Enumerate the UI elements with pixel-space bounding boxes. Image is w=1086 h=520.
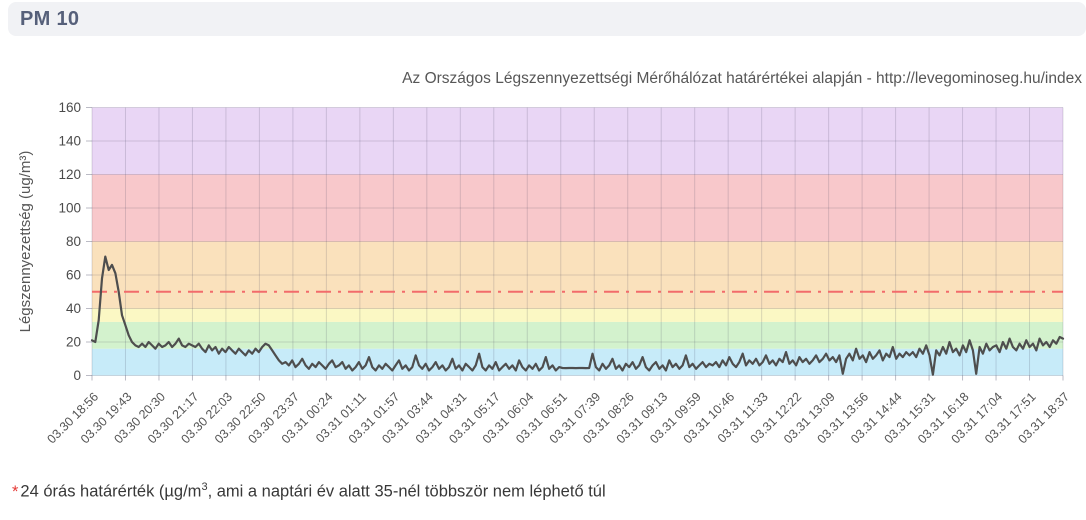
svg-text:140: 140	[58, 134, 81, 149]
footnote-text-post: , ami a naptári év alatt 35-nél többször…	[207, 482, 606, 501]
svg-text:160: 160	[58, 100, 81, 115]
widget-header: PM 10	[8, 2, 1086, 36]
svg-text:20: 20	[66, 335, 81, 350]
limit-footnote: * 24 órás határérték (µg/m3, ami a naptár…	[12, 481, 606, 502]
footnote-sup: 3	[201, 481, 208, 493]
footnote-text-pre: 24 órás határérték (µg/m	[20, 482, 202, 501]
svg-text:100: 100	[58, 201, 81, 216]
svg-text:80: 80	[66, 234, 81, 249]
svg-text:0: 0	[73, 368, 81, 383]
y-axis-title: Légszennyezettség (ug/m³)	[17, 151, 34, 333]
chart-subtitle: Az Országos Légszennyezettségi Mérőhálóz…	[402, 70, 1082, 87]
pm10-series-line	[90, 255, 1065, 376]
svg-text:60: 60	[66, 268, 81, 283]
y-axis-labels: 0 20 40 60 80 100 120 140 160	[58, 100, 81, 383]
svg-text:120: 120	[58, 167, 81, 182]
svg-text:40: 40	[66, 301, 81, 316]
footnote-asterisk: *	[12, 482, 19, 501]
chart-threshold-bands	[92, 107, 1063, 376]
page-title: PM 10	[20, 7, 80, 30]
chart-gridlines	[86, 107, 1064, 381]
